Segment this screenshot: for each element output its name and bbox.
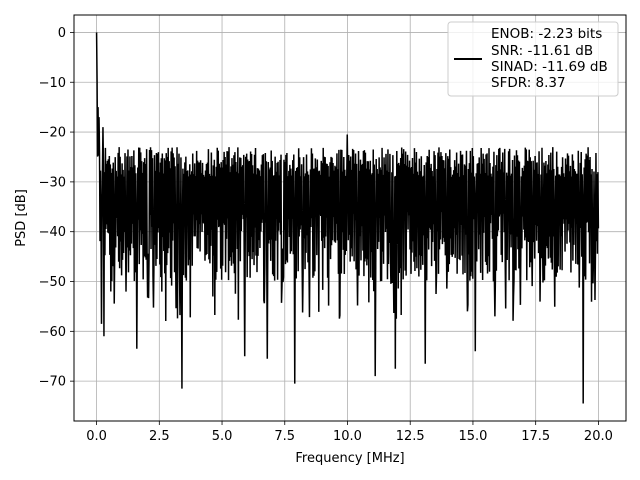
x-tick-label: 2.5 — [149, 429, 170, 444]
series-group — [95, 32, 600, 404]
y-tick-label: −30 — [39, 175, 66, 190]
x-tick-label: 15.0 — [458, 429, 487, 444]
psd-series-line — [95, 32, 600, 404]
legend-entry-enob: ENOB: -2.23 bits — [491, 26, 602, 42]
y-tick-label: −40 — [39, 225, 66, 240]
x-tick-label: 17.5 — [521, 429, 550, 444]
x-tick-label: 5.0 — [212, 429, 233, 444]
x-tick-label: 7.5 — [274, 429, 295, 444]
legend: ENOB: -2.23 bits SNR: -11.61 dB SINAD: -… — [447, 21, 619, 97]
y-tick-label: −10 — [39, 76, 66, 91]
legend-entry-sfdr: SFDR: 8.37 — [491, 75, 566, 91]
plot-frame — [73, 14, 627, 422]
y-tick-label: −50 — [39, 275, 66, 290]
x-tick-label: 12.5 — [396, 429, 425, 444]
legend-box — [447, 21, 619, 97]
legend-entry-sinad: SINAD: -11.69 dB — [491, 59, 608, 75]
x-axis-label: Frequency [MHz] — [295, 451, 404, 466]
x-tick-label: 20.0 — [584, 429, 613, 444]
y-tick-label: −20 — [39, 126, 66, 141]
y-tick-label: −60 — [39, 325, 66, 340]
y-axis: 0 −10 −20 −30 −40 −50 −60 −70 — [39, 26, 74, 390]
y-tick-label: −70 — [39, 375, 66, 390]
legend-entry-snr: SNR: -11.61 dB — [491, 43, 593, 59]
y-axis-label: PSD [dB] — [14, 189, 29, 247]
x-tick-label: 0.0 — [86, 429, 107, 444]
x-axis: 0.0 2.5 5.0 7.5 10.0 12.5 15.0 17.5 20.0 — [86, 421, 613, 444]
y-tick-label: 0 — [58, 26, 66, 41]
x-tick-label: 10.0 — [333, 429, 362, 444]
